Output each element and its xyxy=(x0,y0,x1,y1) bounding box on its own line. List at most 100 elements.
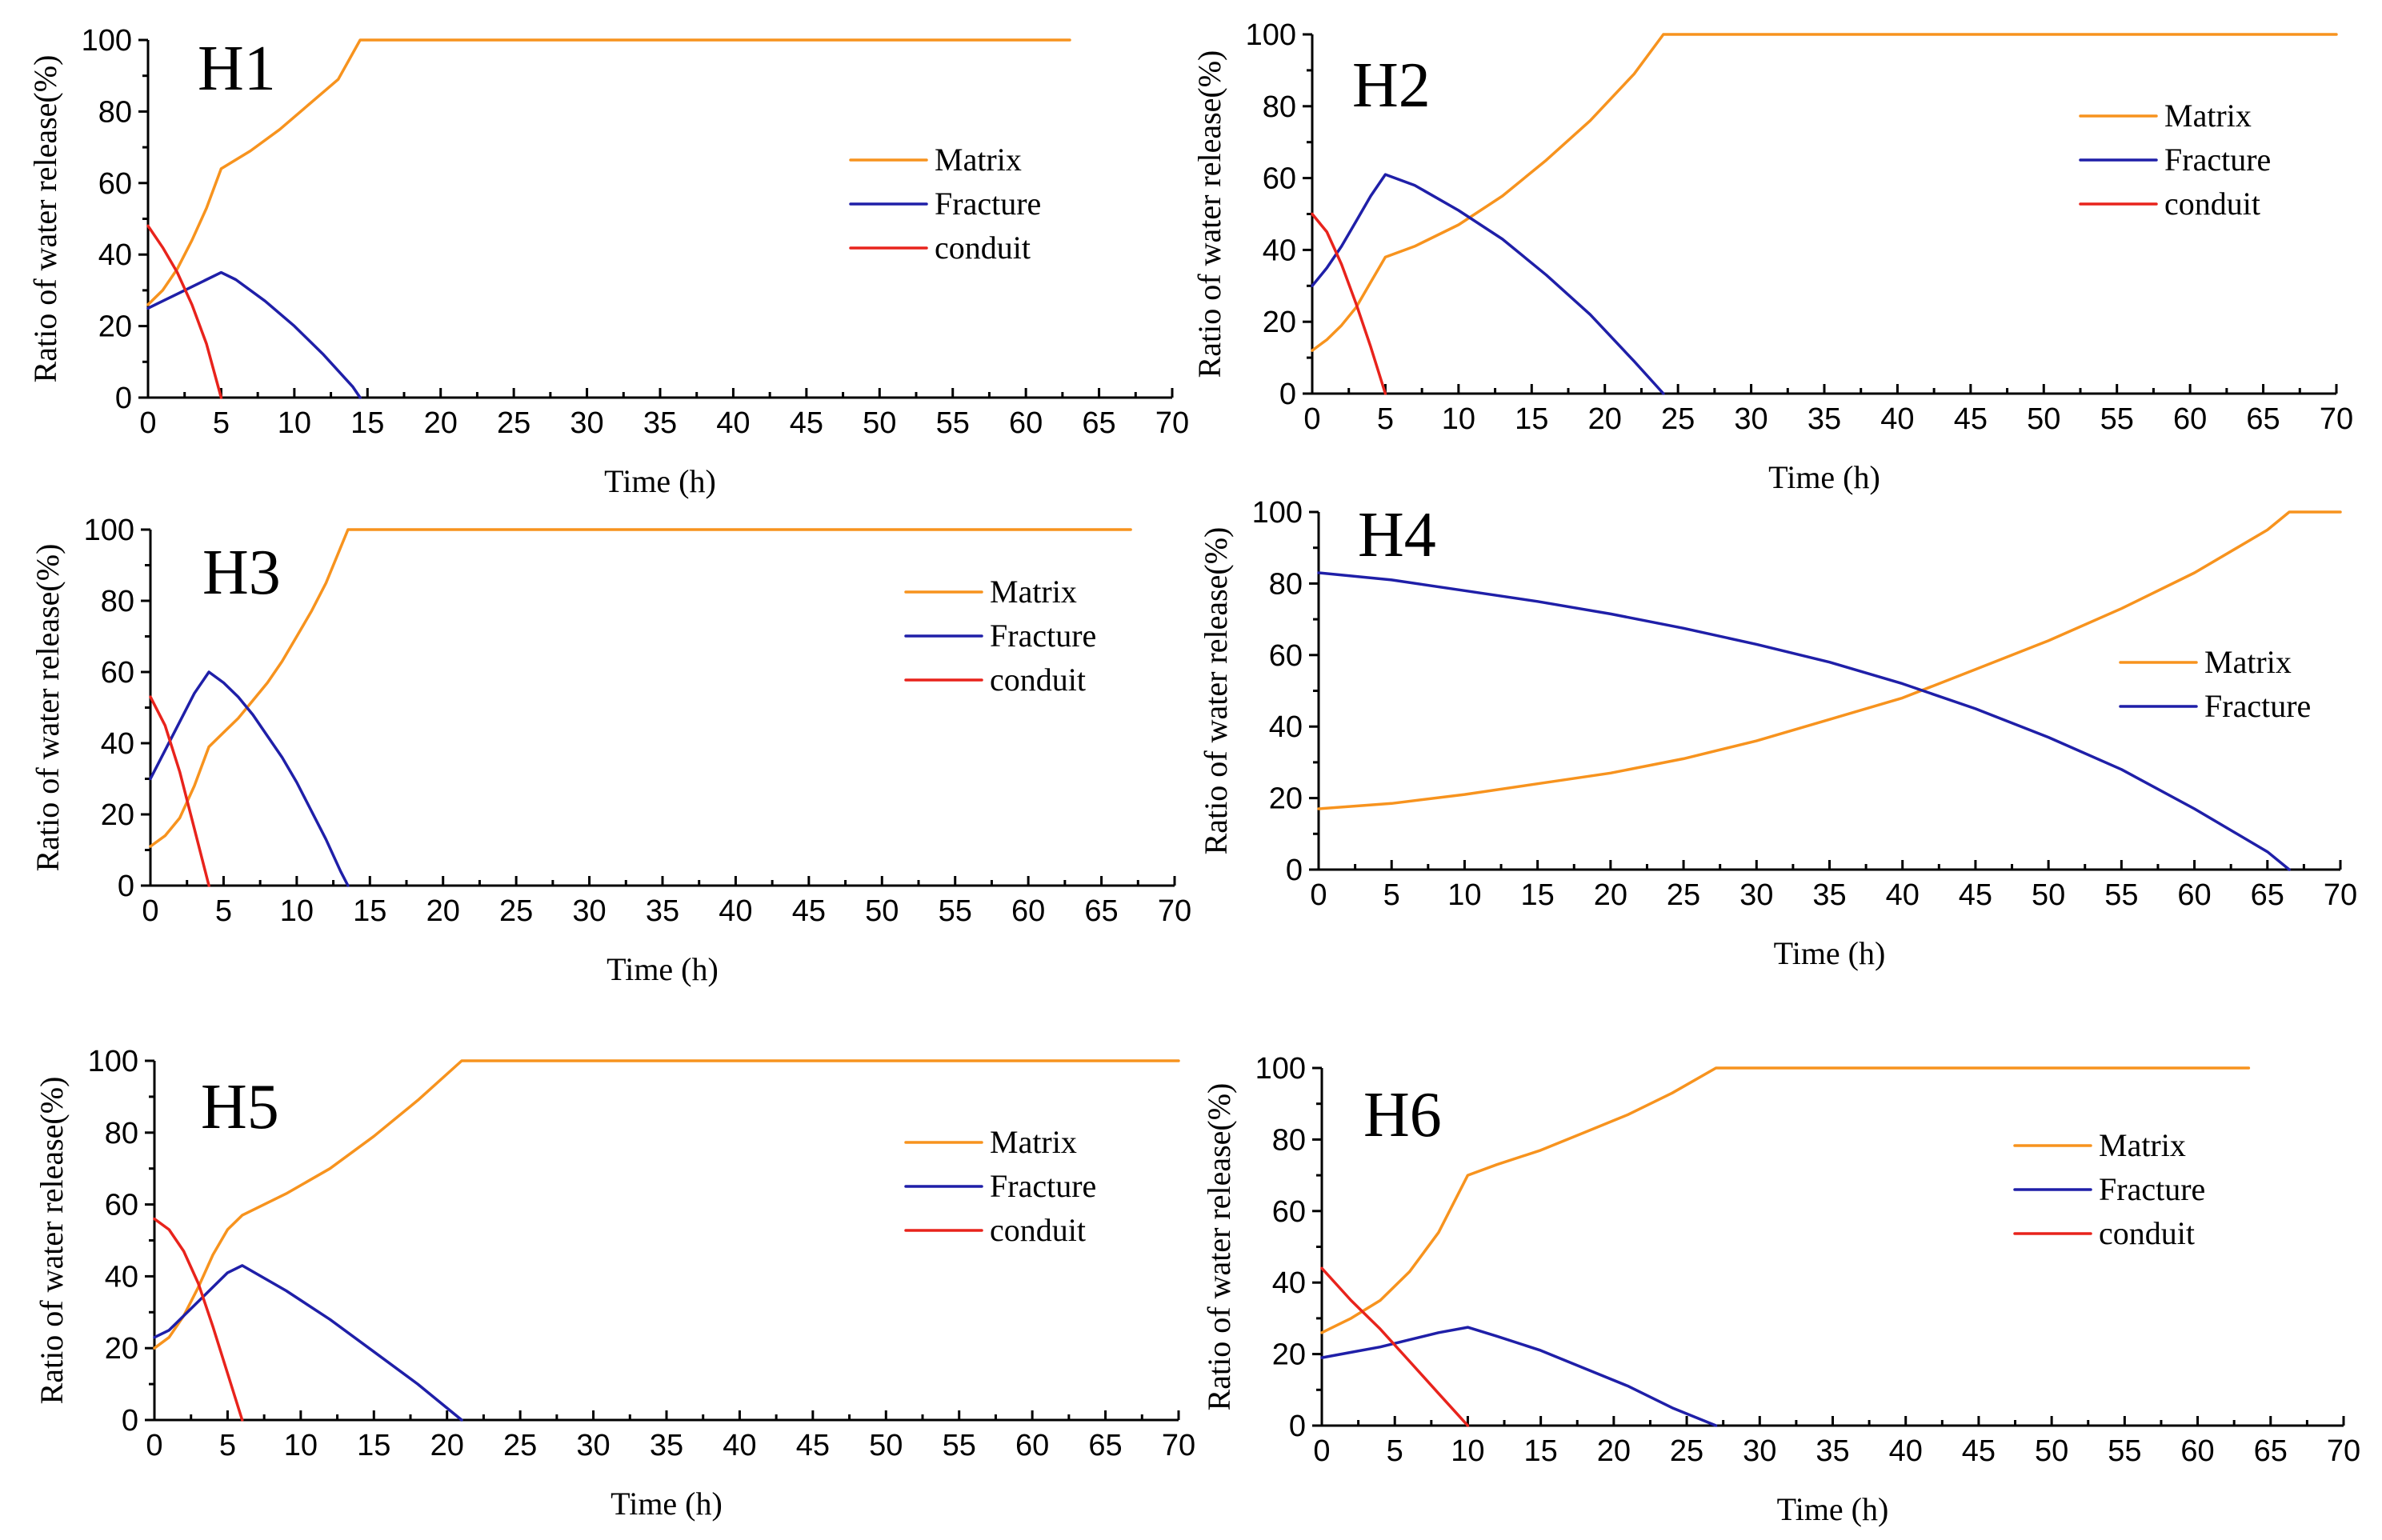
x-tick-label: 45 xyxy=(1959,878,1992,912)
x-tick-label: 15 xyxy=(357,1429,390,1462)
y-tick-label: 20 xyxy=(1269,782,1303,816)
y-axis-title: Ratio of water release(%) xyxy=(1191,50,1227,378)
x-tick-label: 20 xyxy=(430,1429,464,1462)
legend: Matrix Fracture conduit xyxy=(2013,1127,2205,1251)
series-line-fracture xyxy=(153,1264,463,1422)
y-tick-label: 80 xyxy=(105,1117,138,1150)
x-tick-label: 40 xyxy=(1880,402,1914,436)
panel-label: H1 xyxy=(198,34,276,104)
x-tick-label: 5 xyxy=(219,1429,236,1462)
x-tick-label: 25 xyxy=(1670,1434,1703,1468)
legend-label-conduit: conduit xyxy=(935,230,1031,266)
legend-label-matrix: Matrix xyxy=(2099,1127,2186,1163)
x-tick-label: 55 xyxy=(936,406,970,440)
y-tick-label: 60 xyxy=(1272,1195,1306,1229)
y-tick-label: 20 xyxy=(98,310,132,344)
x-tick-label: 10 xyxy=(1447,878,1481,912)
x-tick-label: 25 xyxy=(1661,402,1695,436)
y-tick-label: 80 xyxy=(1269,567,1303,601)
panel-label: H6 xyxy=(1363,1080,1442,1150)
x-tick-label: 25 xyxy=(499,894,533,928)
y-tick-label: 0 xyxy=(1289,1410,1306,1443)
y-tick-label: 40 xyxy=(1272,1266,1306,1300)
series-line-conduit xyxy=(1320,1266,1470,1427)
x-tick-label: 50 xyxy=(2035,1434,2068,1468)
x-tick-label: 65 xyxy=(2254,1434,2288,1468)
x-tick-label: 50 xyxy=(863,406,896,440)
panel-label: H4 xyxy=(1358,500,1436,570)
x-tick-label: 5 xyxy=(1387,1434,1403,1468)
series-line-matrix xyxy=(1320,1066,2251,1334)
x-tick-label: 50 xyxy=(2027,402,2060,436)
x-tick-label: 55 xyxy=(2104,878,2138,912)
x-tick-label: 40 xyxy=(1886,878,1920,912)
x-tick-label: 0 xyxy=(1310,878,1327,912)
series-line-conduit xyxy=(149,695,210,887)
x-tick-label: 0 xyxy=(1313,1434,1330,1468)
legend-label-matrix: Matrix xyxy=(990,1124,1077,1160)
x-tick-label: 10 xyxy=(1451,1434,1484,1468)
x-axis-title: Time (h) xyxy=(1774,935,1886,971)
x-tick-label: 50 xyxy=(865,894,899,928)
x-tick-label: 65 xyxy=(1082,406,1115,440)
y-axis-title: Ratio of water release(%) xyxy=(34,1077,70,1405)
y-tick-label: 40 xyxy=(101,727,134,761)
series-line-fracture xyxy=(149,670,350,887)
legend: Matrix Fracture conduit xyxy=(904,574,1096,698)
y-tick-label: 0 xyxy=(1279,378,1296,411)
y-axis-title: Ratio of water release(%) xyxy=(30,544,66,872)
x-tick-label: 20 xyxy=(1597,1434,1631,1468)
x-tick-label: 40 xyxy=(1889,1434,1923,1468)
y-axis-title: Ratio of water release(%) xyxy=(1198,527,1234,855)
x-tick-label: 5 xyxy=(1377,402,1394,436)
legend-label-fracture: Fracture xyxy=(2099,1171,2205,1207)
x-tick-label: 55 xyxy=(943,1429,976,1462)
series-line-matrix xyxy=(1317,510,2342,810)
x-tick-label: 10 xyxy=(280,894,314,928)
panel-h3: 0 5 10 15 20 25 30 35 40 45 50 55 60 65 70 0 20 40 60 80 100… xyxy=(30,514,1191,987)
x-tick-label: 70 xyxy=(1155,406,1189,440)
x-tick-label: 35 xyxy=(643,406,677,440)
x-tick-label: 60 xyxy=(1009,406,1043,440)
x-tick-label: 30 xyxy=(1739,878,1773,912)
x-tick-label: 20 xyxy=(424,406,458,440)
x-tick-label: 65 xyxy=(2251,878,2284,912)
x-tick-label: 25 xyxy=(1667,878,1700,912)
y-axis-title: Ratio of water release(%) xyxy=(27,55,63,383)
legend: Matrix Fracture conduit xyxy=(2079,98,2271,222)
x-tick-label: 30 xyxy=(1743,1434,1776,1468)
legend-label-fracture: Fracture xyxy=(990,618,1096,654)
y-tick-label: 0 xyxy=(115,382,132,415)
y-tick-label: 80 xyxy=(101,585,134,618)
x-axis-title: Time (h) xyxy=(604,463,716,499)
legend-label-fracture: Fracture xyxy=(2204,688,2311,724)
x-tick-label: 0 xyxy=(1303,402,1320,436)
y-tick-label: 0 xyxy=(1286,854,1303,887)
x-tick-label: 5 xyxy=(215,894,232,928)
legend-label-fracture: Fracture xyxy=(990,1168,1096,1204)
y-tick-label: 0 xyxy=(118,870,134,903)
x-tick-label: 5 xyxy=(1383,878,1400,912)
y-tick-label: 0 xyxy=(122,1404,138,1438)
x-tick-label: 60 xyxy=(2180,1434,2214,1468)
x-tick-label: 10 xyxy=(284,1429,318,1462)
series-line-matrix xyxy=(149,528,1132,848)
y-axis-title: Ratio of water release(%) xyxy=(1201,1083,1237,1411)
x-tick-label: 10 xyxy=(278,406,311,440)
series-line-conduit xyxy=(1311,212,1387,395)
x-tick-label: 55 xyxy=(2108,1434,2141,1468)
x-tick-label: 35 xyxy=(1816,1434,1849,1468)
y-tick-label: 40 xyxy=(1263,234,1296,267)
x-tick-label: 5 xyxy=(213,406,230,440)
panel-h5: 0 5 10 15 20 25 30 35 40 45 50 55 60 65 70 0 20 40 60 80 100… xyxy=(34,1045,1195,1522)
legend-label-matrix: Matrix xyxy=(2164,98,2252,134)
y-tick-label: 60 xyxy=(1263,162,1296,196)
x-tick-label: 35 xyxy=(650,1429,683,1462)
x-tick-label: 45 xyxy=(792,894,826,928)
x-tick-label: 70 xyxy=(2320,402,2353,436)
y-tick-label: 80 xyxy=(98,95,132,129)
x-tick-label: 30 xyxy=(576,1429,610,1462)
x-tick-label: 15 xyxy=(350,406,384,440)
